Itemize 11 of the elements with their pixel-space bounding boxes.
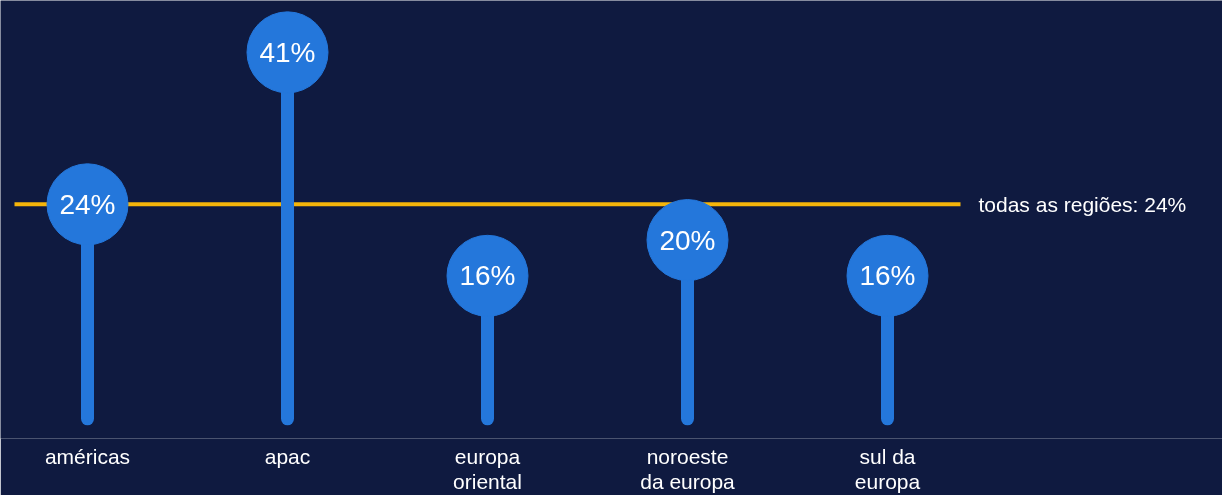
data-label: 20%	[659, 224, 716, 256]
ref-line-label: todas as regiões: 24%	[978, 192, 1187, 216]
data-label: 16%	[459, 260, 516, 292]
x-tick-label: apac	[264, 444, 311, 468]
data-label: 24%	[59, 188, 116, 220]
x-tick-label: europa oriental	[453, 444, 522, 493]
x-tick-label: sul da europa	[854, 444, 921, 493]
x-tick-label: américas	[44, 444, 131, 468]
data-label: 16%	[859, 260, 916, 292]
data-label: 41%	[259, 36, 316, 68]
x-tick-label: noroeste da europa	[640, 444, 736, 493]
